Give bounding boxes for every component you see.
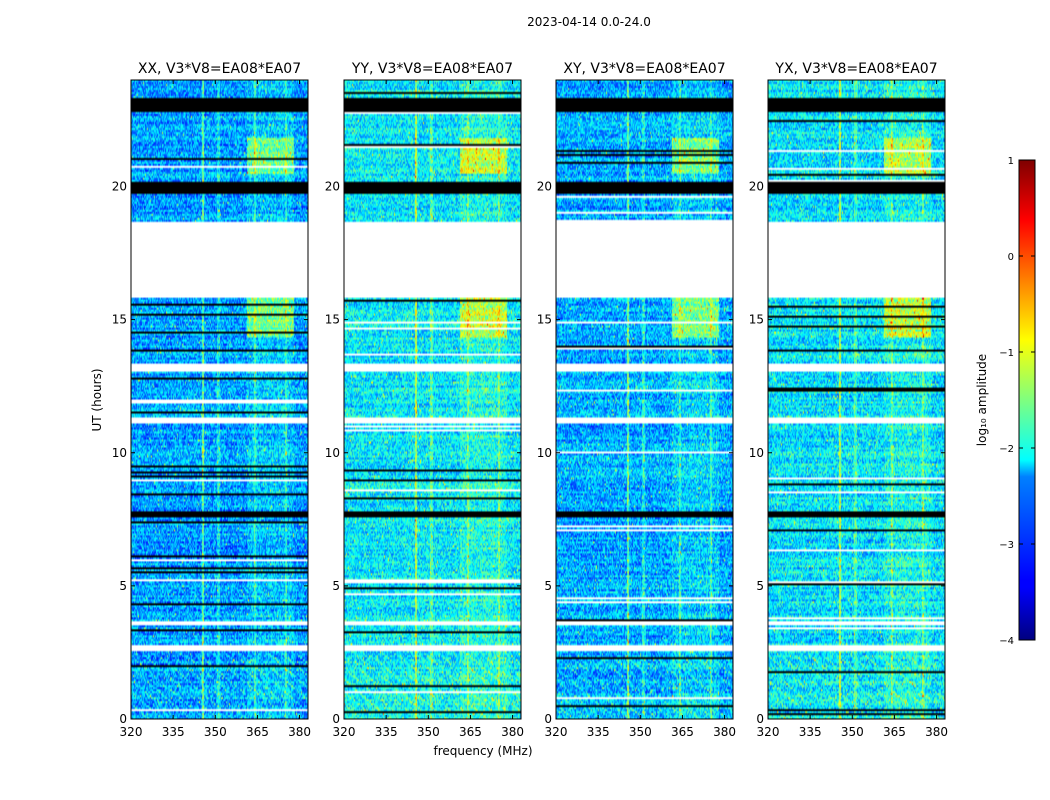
colorbar-tick-label: −4: [999, 636, 1014, 647]
colorbar-tick-label: 1: [1008, 156, 1014, 167]
y-tick-label: 20: [325, 180, 340, 194]
x-tick-label: 365: [671, 725, 694, 739]
y-tick-label: 15: [112, 313, 127, 327]
y-tick-label: 5: [332, 579, 340, 593]
panel-frame: [130, 79, 309, 720]
x-tick-label: 365: [246, 725, 269, 739]
x-tick-label: 350: [841, 725, 864, 739]
y-tick-label: 10: [112, 446, 127, 460]
colorbar-ticks: 1 0 −1 −2 −3 −4: [999, 156, 1035, 647]
panel-title: YY, V3*V8=EA08*EA07: [351, 61, 513, 77]
x-tick-label: 320: [545, 725, 568, 739]
x-tick-label: 320: [757, 725, 780, 739]
x-tick-label: 320: [120, 725, 143, 739]
colorbar-gradient: [1018, 159, 1036, 641]
y-tick-label: 0: [332, 712, 340, 726]
x-tick-label: 380: [713, 725, 736, 739]
x-tick-label: 380: [288, 725, 311, 739]
y-tick-label: 5: [544, 579, 552, 593]
spectrogram-yy: [344, 80, 521, 719]
y-tick-label: 20: [112, 180, 127, 194]
panel-yx: YX, V3*V8=EA08*EA07 320 335 350 365 380 0 5 10 15…: [749, 61, 948, 739]
colorbar-tick-label: −2: [999, 444, 1014, 455]
panel-xy: XY, V3*V8=EA08*EA07 320 335 350 365 380 0 5 10 15…: [537, 61, 736, 739]
panel-xx: XX, V3*V8=EA08*EA07 320 335 350 365 380 0 5 10 15…: [112, 61, 311, 739]
panel-title: XY, V3*V8=EA08*EA07: [563, 61, 725, 77]
y-tick-label: 15: [325, 313, 340, 327]
y-tick-label: 5: [756, 579, 764, 593]
x-tick-label: 365: [459, 725, 482, 739]
x-tick-label: 320: [333, 725, 356, 739]
x-tick-label: 335: [375, 725, 398, 739]
y-tick-label: 10: [325, 446, 340, 460]
colorbar: 1 0 −1 −2 −3 −4 log₁₀ amplitude: [975, 156, 1036, 647]
colorbar-tick-label: 0: [1008, 252, 1014, 263]
y-tick-label: 20: [749, 180, 764, 194]
panels: XX, V3*V8=EA08*EA07 320 335 350 365 380 0 5 10 15…: [112, 61, 948, 739]
panel-frame: [555, 79, 734, 720]
y-tick-label: 0: [544, 712, 552, 726]
y-tick-label: 0: [756, 712, 764, 726]
y-tick-label: 0: [119, 712, 127, 726]
y-axis-label: UT (hours): [90, 368, 104, 431]
spectrogram-yx: [768, 80, 945, 719]
spectrogram-xx: [131, 80, 308, 719]
x-tick-label: 350: [629, 725, 652, 739]
y-tick-label: 10: [749, 446, 764, 460]
panel-title: XX, V3*V8=EA08*EA07: [138, 61, 301, 77]
panel-frame: [767, 79, 946, 720]
x-tick-label: 365: [883, 725, 906, 739]
x-tick-label: 335: [587, 725, 610, 739]
y-tick-label: 20: [537, 180, 552, 194]
colorbar-label: log₁₀ amplitude: [975, 354, 989, 446]
colorbar-tick-label: −3: [999, 540, 1014, 551]
y-tick-label: 5: [119, 579, 127, 593]
colorbar-tick-label: −1: [999, 348, 1014, 359]
x-axis-label: frequency (MHz): [433, 744, 532, 758]
x-tick-label: 380: [501, 725, 524, 739]
y-tick-label: 10: [537, 446, 552, 460]
x-tick-label: 350: [417, 725, 440, 739]
figure-suptitle: 2023-04-14 0.0-24.0: [527, 15, 651, 29]
panel-yy: YY, V3*V8=EA08*EA07 320 335 350 365 380 0 5 10 15…: [325, 61, 524, 739]
y-tick-label: 15: [537, 313, 552, 327]
x-tick-label: 380: [925, 725, 948, 739]
x-tick-label: 350: [204, 725, 227, 739]
x-tick-label: 335: [162, 725, 185, 739]
x-tick-label: 335: [799, 725, 822, 739]
spectrogram-xy: [556, 80, 733, 719]
panel-title: YX, V3*V8=EA08*EA07: [774, 61, 937, 77]
y-tick-label: 15: [749, 313, 764, 327]
panel-frame: [343, 79, 522, 720]
